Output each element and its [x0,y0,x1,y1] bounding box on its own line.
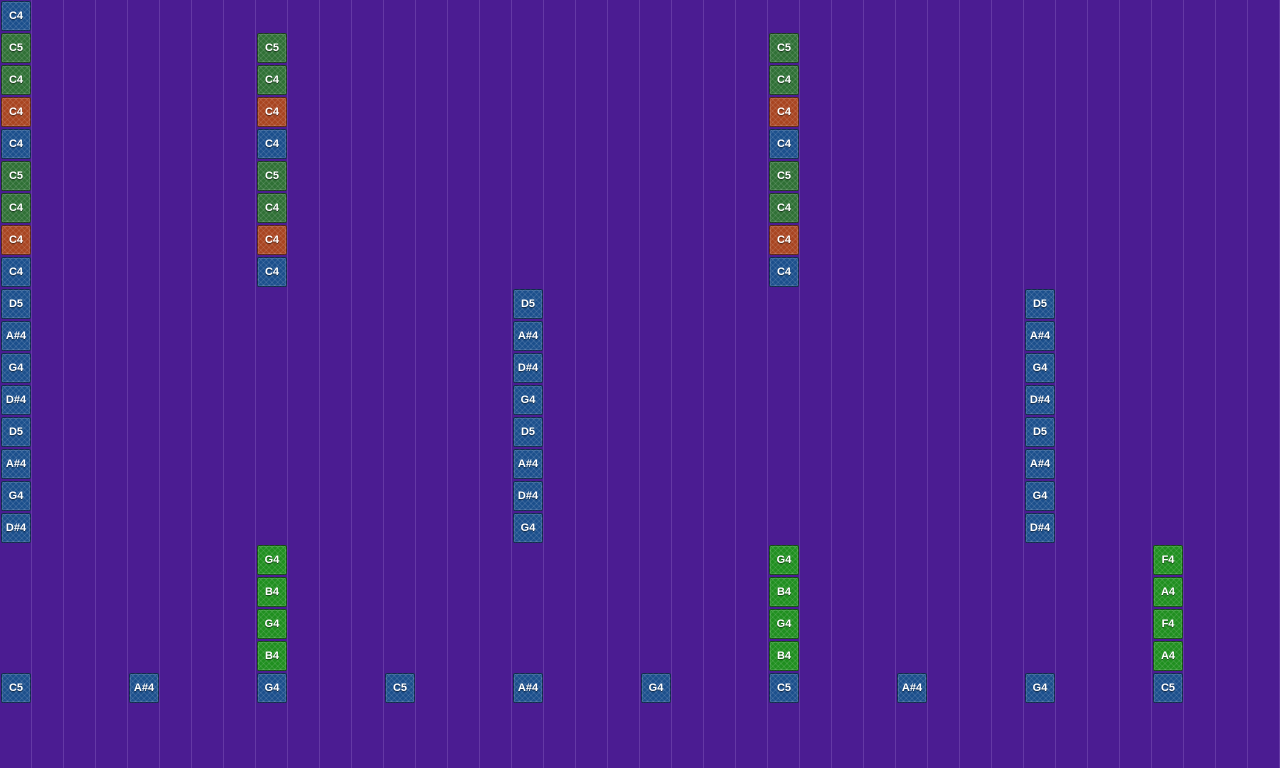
note-block[interactable]: B4 [257,641,287,671]
note-block[interactable]: C4 [1,225,31,255]
note-block[interactable]: C5 [769,33,799,63]
note-block[interactable]: C4 [257,129,287,159]
note-block[interactable]: A#4 [513,673,543,703]
note-block[interactable]: A#4 [129,673,159,703]
note-block[interactable]: C4 [257,225,287,255]
note-block[interactable]: B4 [769,641,799,671]
note-block[interactable]: C4 [1,97,31,127]
note-block[interactable]: B4 [769,577,799,607]
note-block[interactable]: A#4 [513,321,543,351]
note-block[interactable]: C5 [385,673,415,703]
note-block[interactable]: C4 [1,65,31,95]
note-block[interactable]: C5 [1153,673,1183,703]
note-block[interactable]: C5 [769,161,799,191]
note-block[interactable]: C4 [1,257,31,287]
note-block[interactable]: G4 [257,609,287,639]
note-block[interactable]: D#4 [1,385,31,415]
note-block[interactable]: G4 [513,385,543,415]
note-block[interactable]: C4 [769,193,799,223]
note-block[interactable]: C4 [257,257,287,287]
note-block[interactable]: F4 [1153,545,1183,575]
note-block[interactable]: C4 [1,1,31,31]
note-block[interactable]: C4 [257,65,287,95]
note-block[interactable]: D#4 [513,481,543,511]
note-block[interactable]: C4 [769,97,799,127]
note-block[interactable]: C4 [1,193,31,223]
note-block[interactable]: D5 [513,417,543,447]
note-block[interactable]: A#4 [1025,449,1055,479]
note-block[interactable]: C4 [769,257,799,287]
note-block[interactable]: G4 [1025,353,1055,383]
note-block[interactable]: D5 [1025,289,1055,319]
note-block[interactable]: G4 [1,353,31,383]
note-block[interactable]: G4 [769,609,799,639]
note-block[interactable]: G4 [1025,673,1055,703]
note-block[interactable]: A4 [1153,577,1183,607]
note-block[interactable]: C5 [769,673,799,703]
note-block[interactable]: C4 [257,97,287,127]
note-block[interactable]: A#4 [897,673,927,703]
note-block[interactable]: G4 [1,481,31,511]
note-block[interactable]: D#4 [1,513,31,543]
note-block[interactable]: C4 [1,129,31,159]
note-block[interactable]: G4 [1025,481,1055,511]
note-block[interactable]: A#4 [1,449,31,479]
note-block[interactable]: C5 [257,33,287,63]
note-block[interactable]: C5 [1,33,31,63]
note-block[interactable]: C5 [1,673,31,703]
note-block[interactable]: D5 [513,289,543,319]
note-block[interactable]: F4 [1153,609,1183,639]
note-block[interactable]: B4 [257,577,287,607]
note-block[interactable]: G4 [257,673,287,703]
note-block[interactable]: C4 [257,193,287,223]
note-block[interactable]: A#4 [1025,321,1055,351]
note-block[interactable]: A4 [1153,641,1183,671]
note-block[interactable]: D#4 [513,353,543,383]
note-block[interactable]: D5 [1,289,31,319]
note-block[interactable]: G4 [257,545,287,575]
note-block[interactable]: C4 [769,129,799,159]
note-block[interactable]: A#4 [1,321,31,351]
note-block[interactable]: D#4 [1025,385,1055,415]
note-block[interactable]: G4 [769,545,799,575]
note-block[interactable]: G4 [641,673,671,703]
note-block[interactable]: C5 [1,161,31,191]
note-block[interactable]: D#4 [1025,513,1055,543]
note-block[interactable]: C4 [769,225,799,255]
note-block[interactable]: C5 [257,161,287,191]
note-block[interactable]: A#4 [513,449,543,479]
note-block[interactable]: C4 [769,65,799,95]
note-block[interactable]: D5 [1025,417,1055,447]
note-block[interactable]: D5 [1,417,31,447]
note-block[interactable]: G4 [513,513,543,543]
